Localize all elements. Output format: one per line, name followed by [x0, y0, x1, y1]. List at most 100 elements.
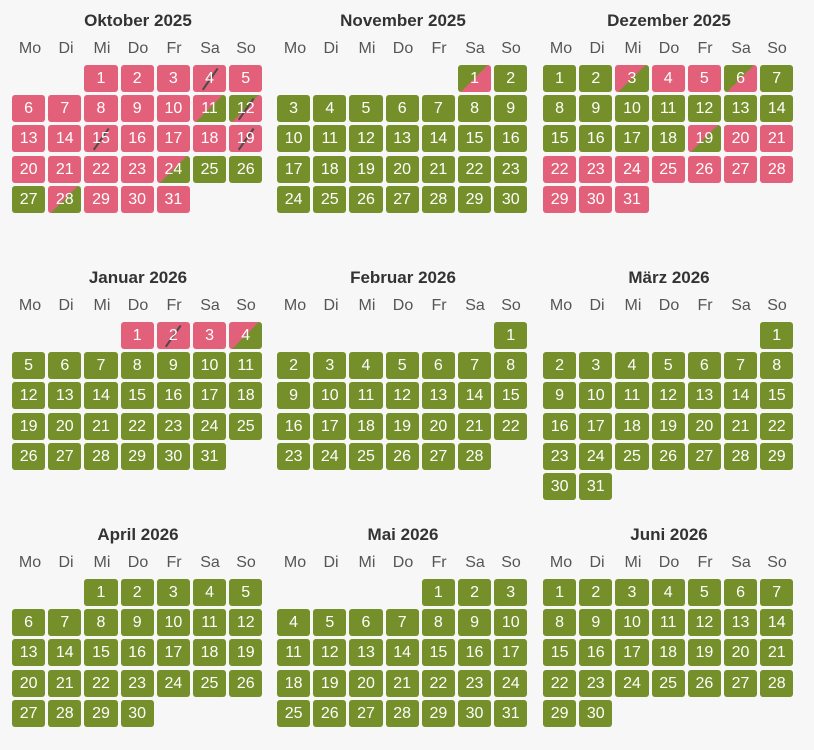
available-day[interactable]: 10	[494, 609, 528, 637]
available-day[interactable]: 12	[687, 95, 721, 123]
available-day[interactable]: 2	[277, 352, 311, 380]
available-day[interactable]: 15	[760, 382, 794, 410]
available-day[interactable]: 26	[229, 155, 263, 183]
available-day[interactable]: 2	[120, 579, 154, 606]
booked-day[interactable]: 14	[48, 125, 82, 153]
available-day[interactable]: 16	[579, 125, 613, 153]
available-day[interactable]: 28	[385, 699, 419, 727]
available-day[interactable]: 5	[349, 95, 383, 123]
available-day[interactable]: 28	[723, 442, 758, 470]
available-day[interactable]: 13	[48, 382, 82, 410]
booked-day[interactable]: 25	[651, 155, 685, 183]
available-day[interactable]: 4	[349, 352, 383, 380]
available-day[interactable]: 13	[421, 382, 455, 410]
available-day[interactable]: 9	[579, 609, 613, 637]
available-day[interactable]: 25	[192, 155, 227, 183]
available-day[interactable]: 2	[579, 579, 613, 606]
available-day[interactable]: 20	[12, 669, 46, 697]
available-day[interactable]: 3	[277, 95, 311, 123]
available-day[interactable]: 27	[421, 442, 455, 470]
available-day[interactable]: 6	[48, 352, 82, 380]
available-day[interactable]: 4	[313, 95, 347, 123]
booked-day[interactable]: 3	[156, 65, 190, 92]
available-day[interactable]: 21	[421, 155, 455, 183]
available-day[interactable]: 10	[579, 382, 613, 410]
available-day[interactable]: 6	[723, 579, 758, 606]
available-day[interactable]: 11	[651, 609, 685, 637]
available-day[interactable]: 4	[615, 352, 649, 380]
booked-day[interactable]: 7	[48, 95, 82, 123]
available-day[interactable]: 30	[579, 699, 613, 727]
available-day[interactable]: 12	[385, 382, 419, 410]
available-day[interactable]: 6	[12, 609, 46, 637]
available-day[interactable]: 30	[156, 442, 190, 470]
available-day[interactable]: 2	[457, 579, 492, 606]
available-day[interactable]: 3	[313, 352, 347, 380]
available-day[interactable]: 29	[421, 699, 455, 727]
booked-day[interactable]: 30	[579, 185, 613, 213]
booked-day[interactable]: 5	[229, 65, 263, 92]
available-day[interactable]: 15	[457, 125, 492, 153]
booked-day[interactable]: 31	[615, 185, 649, 213]
available-day[interactable]: 20	[385, 155, 419, 183]
available-day[interactable]: 12	[349, 125, 383, 153]
available-day[interactable]: 6	[687, 352, 721, 380]
available-day[interactable]: 24	[192, 412, 227, 440]
available-day[interactable]: 20	[421, 412, 455, 440]
available-day[interactable]: 26	[313, 699, 347, 727]
available-day[interactable]: 22	[760, 412, 794, 440]
available-day[interactable]: 27	[687, 442, 721, 470]
available-day[interactable]: 14	[760, 95, 794, 123]
booked-day[interactable]: 2	[120, 65, 154, 92]
available-day[interactable]: 12	[229, 609, 263, 637]
available-day[interactable]: 23	[120, 669, 154, 697]
available-day[interactable]: 18	[651, 639, 685, 667]
available-day[interactable]: 15	[494, 382, 528, 410]
available-day[interactable]: 1	[760, 322, 794, 349]
available-day[interactable]: 7	[84, 352, 118, 380]
available-day[interactable]: 20	[723, 639, 758, 667]
available-day[interactable]: 11	[349, 382, 383, 410]
available-day[interactable]: 10	[615, 609, 649, 637]
available-day[interactable]: 24	[579, 442, 613, 470]
booked-day[interactable]: 21	[48, 155, 82, 183]
available-day[interactable]: 29	[543, 699, 577, 727]
available-day[interactable]: 19	[687, 639, 721, 667]
available-day[interactable]: 19	[229, 639, 263, 667]
booked-day[interactable]: 4	[651, 65, 685, 92]
available-day[interactable]: 1	[421, 579, 455, 606]
available-day[interactable]: 22	[457, 155, 492, 183]
available-day[interactable]: 15	[543, 639, 577, 667]
available-day[interactable]: 14	[421, 125, 455, 153]
available-day[interactable]: 3	[615, 579, 649, 606]
available-day[interactable]: 25	[615, 442, 649, 470]
available-day[interactable]: 7	[760, 65, 794, 92]
booked-day[interactable]: 19	[229, 125, 263, 153]
available-day[interactable]: 14	[457, 382, 492, 410]
available-day[interactable]: 10	[156, 609, 190, 637]
available-day[interactable]: 17	[313, 412, 347, 440]
available-day[interactable]: 28	[457, 442, 492, 470]
available-day[interactable]: 16	[543, 412, 577, 440]
available-day[interactable]: 28	[760, 669, 794, 697]
available-day[interactable]: 10	[277, 125, 311, 153]
booked-day[interactable]: 26	[687, 155, 721, 183]
available-day[interactable]: 20	[48, 412, 82, 440]
available-day[interactable]: 3	[579, 352, 613, 380]
available-day[interactable]: 5	[651, 352, 685, 380]
available-day[interactable]: 18	[349, 412, 383, 440]
available-day[interactable]: 9	[156, 352, 190, 380]
available-day[interactable]: 26	[229, 669, 263, 697]
available-day[interactable]: 16	[120, 639, 154, 667]
available-day[interactable]: 8	[457, 95, 492, 123]
available-day[interactable]: 29	[760, 442, 794, 470]
available-day[interactable]: 24	[156, 669, 190, 697]
available-day[interactable]: 22	[421, 669, 455, 697]
available-day[interactable]: 15	[543, 125, 577, 153]
available-day[interactable]: 26	[385, 442, 419, 470]
available-day[interactable]: 20	[349, 669, 383, 697]
available-day[interactable]: 1	[543, 579, 577, 606]
booked-day[interactable]: 24	[615, 155, 649, 183]
available-day[interactable]: 7	[421, 95, 455, 123]
available-day[interactable]: 14	[723, 382, 758, 410]
